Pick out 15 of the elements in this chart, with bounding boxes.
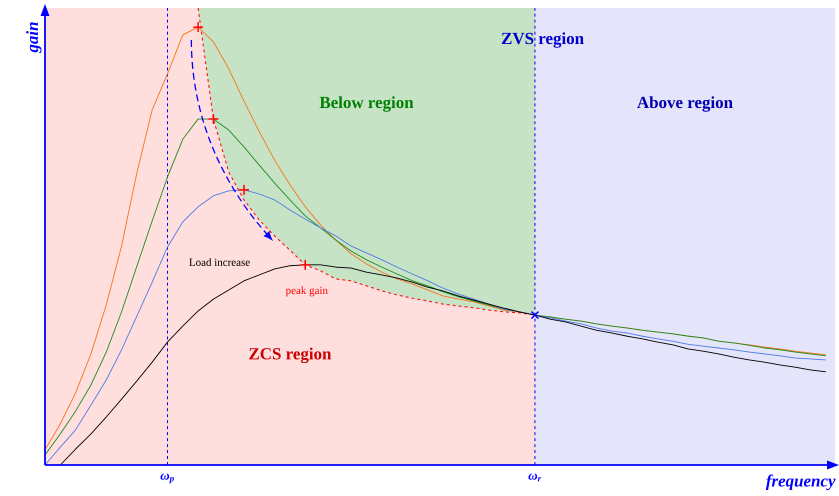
- annotation: peak gain: [286, 286, 328, 296]
- x-tick-label: ω$_{p}$: [160, 474, 174, 484]
- annotation: Load increase: [189, 258, 250, 266]
- point: [238, 184, 250, 196]
- x-axis-title: frequency: [766, 474, 836, 490]
- x-tick-label: ω$_{r}$: [528, 474, 542, 482]
- point: [530, 310, 540, 320]
- point: [208, 113, 220, 125]
- annotation: ZCS region: [249, 348, 332, 364]
- point: [300, 259, 312, 271]
- point: [192, 21, 204, 33]
- annotation: ZVS region: [502, 32, 584, 48]
- y-axis-title: gain: [26, 22, 42, 53]
- annotation: Above region: [637, 96, 733, 112]
- annotation: Below region: [320, 96, 414, 112]
